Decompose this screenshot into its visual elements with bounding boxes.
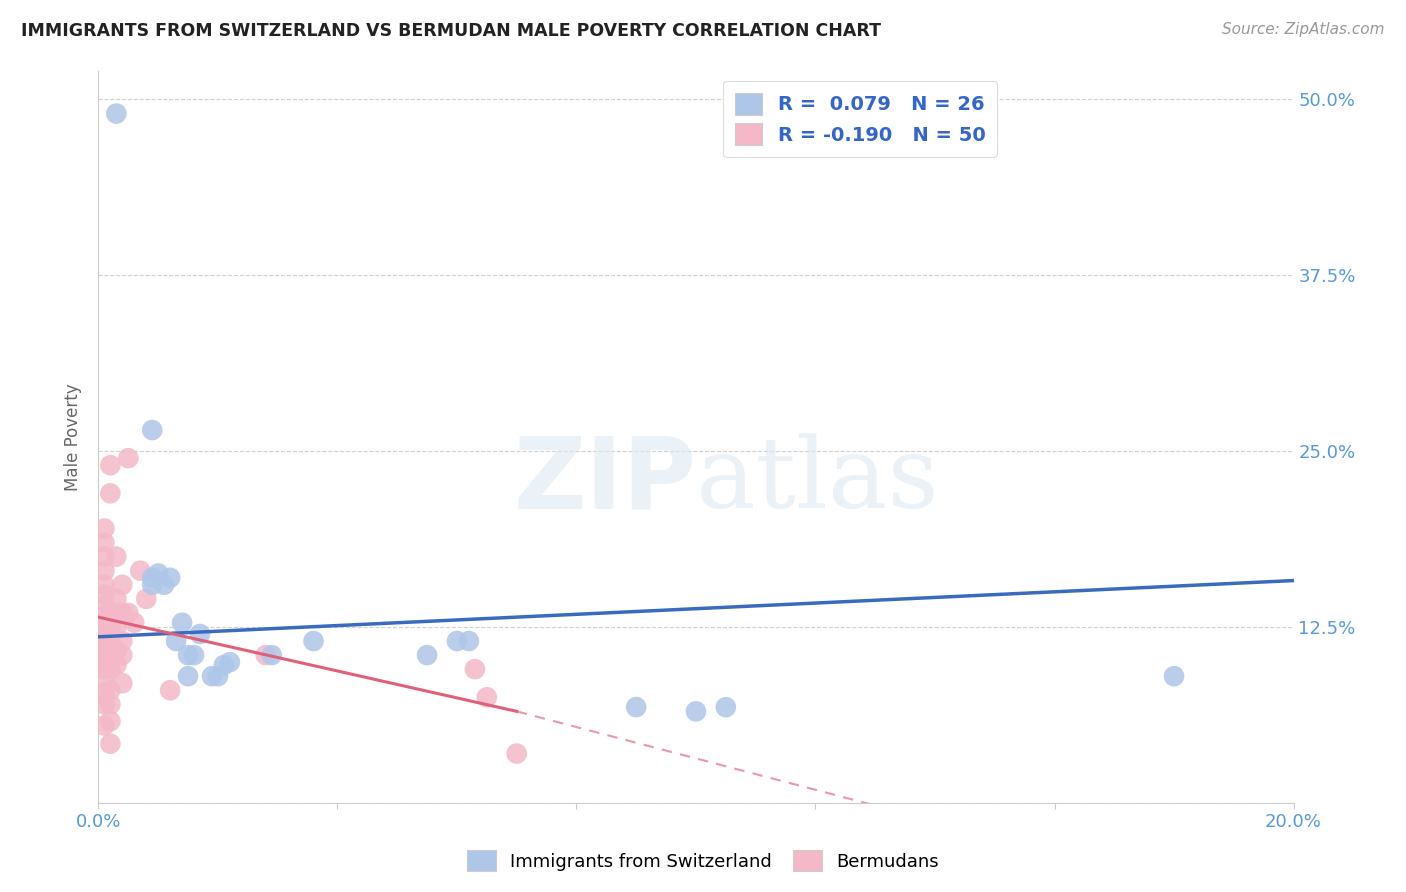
Point [100, 606, 122, 620]
Point [188, 627, 211, 641]
Point [93, 549, 115, 564]
Y-axis label: Male Poverty: Male Poverty [65, 384, 83, 491]
Legend: R =  0.079   N = 26, R = -0.190   N = 50: R = 0.079 N = 26, R = -0.190 N = 50 [723, 81, 997, 157]
Point [93, 662, 115, 676]
Point [105, 606, 128, 620]
Point [93, 627, 115, 641]
Point [416, 648, 439, 662]
Point [464, 662, 486, 676]
Point [177, 648, 200, 662]
Point [93, 644, 115, 658]
Point [100, 648, 122, 662]
Point [100, 714, 122, 729]
Point [105, 106, 128, 120]
Point [117, 606, 139, 620]
Point [93, 686, 115, 700]
Point [105, 620, 128, 634]
Point [135, 591, 157, 606]
Point [111, 648, 134, 662]
Point [93, 521, 115, 535]
Point [124, 615, 146, 630]
Point [1163, 669, 1185, 683]
Point [100, 683, 122, 698]
Point [260, 648, 283, 662]
Point [100, 634, 122, 648]
Point [93, 535, 115, 549]
Point [105, 591, 128, 606]
Point [685, 705, 707, 719]
Point [105, 549, 128, 564]
Point [153, 578, 176, 592]
Point [159, 683, 181, 698]
Point [207, 669, 229, 683]
Point [111, 676, 134, 690]
Point [159, 571, 181, 585]
Point [148, 566, 170, 581]
Point [177, 669, 200, 683]
Point [93, 698, 115, 712]
Point [93, 718, 115, 732]
Point [100, 698, 122, 712]
Point [100, 662, 122, 676]
Point [212, 657, 235, 672]
Point [100, 620, 122, 634]
Point [302, 634, 325, 648]
Point [117, 451, 139, 466]
Point [254, 648, 277, 662]
Point [111, 578, 134, 592]
Text: atlas: atlas [696, 434, 939, 529]
Text: ZIP: ZIP [513, 433, 696, 530]
Point [105, 657, 128, 672]
Point [714, 700, 737, 714]
Point [172, 615, 194, 630]
Point [141, 571, 163, 585]
Point [93, 599, 115, 613]
Point [129, 564, 152, 578]
Point [93, 564, 115, 578]
Point [93, 588, 115, 602]
Point [183, 648, 205, 662]
Point [446, 634, 468, 648]
Point [111, 634, 134, 648]
Legend: Immigrants from Switzerland, Bermudans: Immigrants from Switzerland, Bermudans [460, 843, 946, 879]
Point [105, 644, 128, 658]
Point [93, 608, 115, 623]
Point [475, 690, 498, 705]
Point [141, 578, 163, 592]
Point [506, 747, 529, 761]
Point [93, 652, 115, 666]
Point [141, 423, 163, 437]
Point [626, 700, 648, 714]
Point [201, 669, 224, 683]
Point [100, 458, 122, 473]
Point [165, 634, 187, 648]
Point [458, 634, 481, 648]
Point [93, 578, 115, 592]
Point [100, 737, 122, 751]
Point [111, 606, 134, 620]
Point [219, 655, 242, 669]
Text: IMMIGRANTS FROM SWITZERLAND VS BERMUDAN MALE POVERTY CORRELATION CHART: IMMIGRANTS FROM SWITZERLAND VS BERMUDAN … [21, 22, 882, 40]
Point [93, 672, 115, 686]
Point [93, 618, 115, 632]
Point [100, 486, 122, 500]
Point [93, 634, 115, 648]
Text: Source: ZipAtlas.com: Source: ZipAtlas.com [1222, 22, 1385, 37]
